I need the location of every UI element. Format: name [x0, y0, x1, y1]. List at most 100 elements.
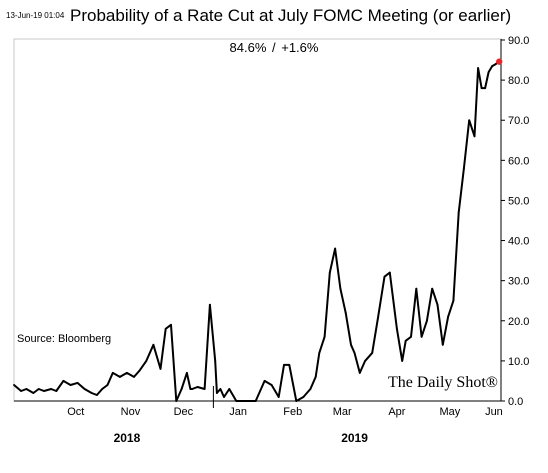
data-point [318, 351, 321, 354]
data-point [302, 396, 305, 398]
y-tick-label: 0.0 [508, 396, 523, 408]
data-point [126, 372, 128, 374]
x-tick-label: Mar [333, 406, 352, 418]
x-tick-label: Nov [121, 406, 141, 418]
data-point [235, 400, 238, 402]
data-point [263, 380, 266, 382]
data-point [410, 335, 412, 338]
timestamp: 13-Jun-19 01:04 [6, 11, 65, 20]
data-point [238, 400, 241, 402]
data-point [436, 303, 439, 306]
data-point [164, 327, 167, 330]
year-label: 2019 [341, 431, 368, 445]
data-point [339, 287, 342, 290]
data-point [90, 392, 93, 394]
data-point [133, 376, 135, 378]
data-point [388, 271, 391, 274]
data-point [106, 384, 109, 386]
source-note: Source: Bloomberg [17, 333, 112, 345]
year-labels: 2018 2019 [114, 431, 369, 445]
data-point [219, 388, 222, 390]
y-tick-label: 80.0 [508, 75, 529, 87]
series-points [13, 58, 503, 402]
data-point [159, 368, 162, 370]
data-point [145, 359, 148, 362]
x-tick-label: Apr [388, 406, 405, 418]
data-point [468, 119, 471, 122]
data-point [395, 327, 398, 330]
data-point [371, 351, 374, 354]
data-point [425, 319, 428, 322]
data-point [83, 388, 86, 390]
x-axis-ticks: Oct Nov Dec Jan Feb Mar Apr May Jun [67, 386, 503, 418]
brand-logo: The Daily Shot® [388, 374, 498, 391]
data-point [328, 271, 331, 274]
y-tick-label: 60.0 [508, 155, 529, 167]
data-point [457, 211, 460, 214]
data-point [415, 287, 418, 290]
data-point [203, 388, 206, 390]
plot-area [13, 38, 502, 402]
y-tick-label: 90.0 [508, 35, 529, 47]
chart-title: Probability of a Rate Cut at July FOMC M… [70, 6, 512, 25]
data-point [50, 388, 52, 390]
data-point [344, 311, 347, 314]
data-point [487, 71, 490, 73]
data-point [350, 343, 352, 346]
data-point [170, 323, 172, 326]
x-tick-label: Jan [229, 406, 247, 418]
data-point [314, 376, 317, 378]
data-point [246, 400, 248, 402]
data-point [186, 372, 188, 374]
x-tick-label: Jun [485, 406, 503, 418]
data-point [180, 388, 183, 390]
y-tick-label: 70.0 [508, 115, 529, 127]
x-tick-label: Dec [174, 406, 194, 418]
y-tick-label: 40.0 [508, 236, 529, 248]
data-point [477, 67, 479, 69]
data-point [208, 303, 211, 306]
data-point [191, 388, 194, 390]
y-tick-label: 50.0 [508, 195, 529, 207]
data-point [441, 343, 444, 346]
data-point [353, 351, 356, 354]
data-point [463, 167, 465, 170]
current-value-readout: 84.6% / +1.6% [229, 40, 319, 55]
data-point [270, 384, 273, 386]
data-point [401, 359, 404, 362]
data-point [473, 135, 476, 138]
data-point [76, 382, 79, 384]
data-point [13, 384, 15, 386]
data-point [62, 380, 65, 382]
data-point [452, 299, 455, 302]
data-point [32, 392, 35, 394]
data-point [196, 386, 199, 388]
data-point [277, 396, 280, 398]
data-point [175, 400, 178, 402]
data-point [420, 335, 423, 338]
data-point [283, 364, 285, 366]
last-data-point [496, 58, 503, 65]
series-line-rate-cut-probability [13, 60, 500, 402]
year-label: 2018 [114, 431, 141, 445]
data-point [216, 392, 218, 394]
y-tick-label: 20.0 [508, 316, 529, 328]
data-point [364, 359, 367, 362]
y-axis-ticks: 0.0 10.0 20.0 30.0 40.0 50.0 60.0 70.0 80.0 90.0 [501, 35, 529, 408]
data-point [447, 315, 449, 318]
data-point [96, 394, 98, 396]
plot-frame [13, 38, 502, 402]
data-point [358, 372, 361, 374]
data-point [69, 384, 72, 386]
data-point [228, 388, 231, 390]
data-point [214, 359, 217, 362]
data-point [111, 372, 114, 374]
data-point [254, 400, 257, 402]
data-point [37, 388, 40, 390]
x-tick-label: Oct [67, 406, 84, 418]
data-point [309, 388, 312, 390]
data-point [288, 364, 291, 366]
data-point [152, 343, 155, 346]
data-point [25, 388, 28, 390]
